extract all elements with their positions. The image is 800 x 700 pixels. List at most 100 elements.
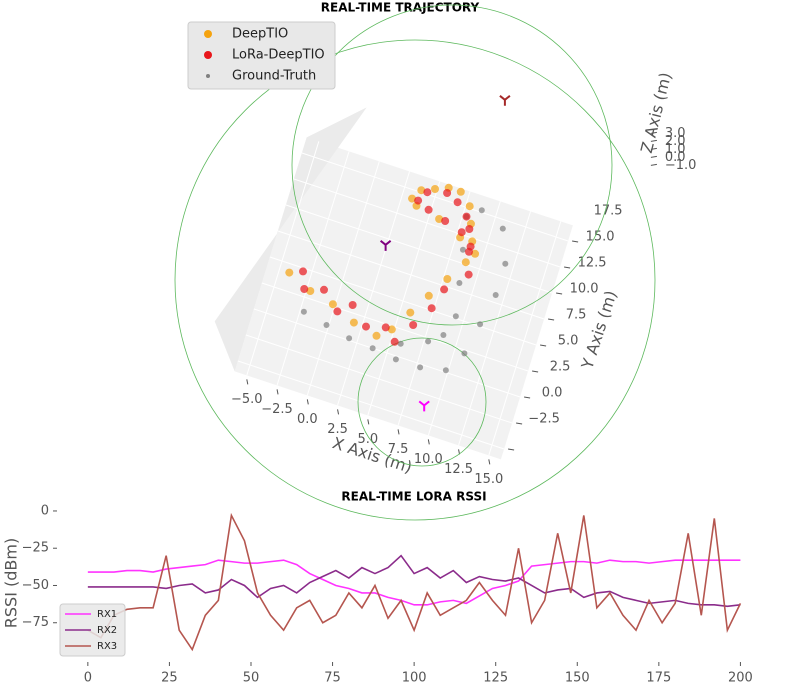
y-tick-label: 0: [41, 503, 49, 518]
trajectory-point: [427, 304, 436, 313]
legend-box: [59, 603, 126, 657]
trajectory-point: [443, 189, 452, 197]
x-tick: [276, 389, 279, 395]
pane-wall: [214, 107, 367, 372]
trajectory-point: [452, 313, 459, 320]
x-tick-label: 2.5: [327, 422, 348, 437]
grid-line: [261, 282, 529, 372]
y-tick-label: −25: [22, 541, 49, 556]
trajectory-point: [408, 194, 417, 203]
x-tick-label: 175: [646, 671, 671, 686]
trajectory-point: [397, 340, 404, 347]
x-tick-label: 100: [402, 671, 427, 686]
x-tick: [246, 379, 249, 385]
receiver-marker: [418, 400, 430, 412]
z-tick-label: −1.0: [665, 158, 697, 173]
trajectory-point: [424, 205, 433, 214]
trajectory-point: [502, 260, 509, 267]
trajectory-point: [457, 228, 466, 237]
trajectory-point: [372, 331, 381, 340]
trajectory-point: [478, 207, 485, 214]
trajectory-point: [390, 337, 399, 346]
z-tick: [650, 155, 657, 158]
trajectory-point: [348, 301, 357, 309]
z-tick-label: 3.0: [665, 126, 686, 141]
x-tick-label: −2.5: [261, 402, 293, 417]
trajectory-point: [492, 292, 499, 298]
trajectory-point: [499, 225, 506, 232]
grid-line: [276, 151, 350, 386]
grid-line: [285, 204, 553, 294]
grid-line: [488, 221, 562, 456]
trajectory-point: [462, 212, 471, 221]
trajectory-point: [459, 246, 466, 253]
trajectory-point: [300, 308, 307, 315]
trajectory-point: [464, 270, 473, 279]
y-tick: [524, 396, 531, 399]
trajectory-point: [320, 285, 328, 294]
grid-line: [253, 308, 521, 398]
grid-line: [427, 201, 501, 436]
trajectory-point: [387, 325, 396, 334]
grid-line: [293, 178, 561, 268]
y-tick-label: 12.5: [578, 256, 607, 271]
x-tick-label: 150: [565, 671, 590, 686]
x-tick-label: 0.0: [297, 412, 318, 427]
legend-label: Ground-Truth: [232, 69, 316, 84]
trajectory-point: [346, 335, 353, 342]
y-tick-label: 17.5: [594, 204, 623, 219]
y-axis-label: RSSI (dBm): [2, 538, 21, 628]
legend-label: RX1: [97, 609, 117, 620]
y-tick-label: 7.5: [566, 308, 587, 323]
y-tick: [540, 344, 547, 347]
trajectory-point: [414, 196, 423, 205]
x-tick-label: 10.0: [414, 452, 443, 467]
trajectory-point: [381, 323, 390, 332]
z-tick: [650, 163, 657, 166]
y-tick: [532, 370, 539, 373]
legend-marker: [204, 51, 212, 59]
y-tick-label: 5.0: [558, 334, 579, 349]
x-tick-label: 15.0: [474, 472, 503, 487]
x-tick: [306, 399, 309, 405]
trajectory-point: [417, 364, 424, 371]
chart-title: REAL-TIME TRAJECTORY: [321, 1, 480, 15]
trajectory-point: [461, 258, 470, 267]
trajectory-point: [465, 202, 474, 211]
legend-box: [187, 21, 336, 90]
trajectory-point: [349, 318, 358, 327]
y-tick-label: −50: [22, 578, 49, 593]
trajectory-point: [285, 268, 294, 277]
x-tick-label: 50: [243, 671, 260, 686]
y-tick-label: 0.0: [542, 386, 563, 401]
trajectory-point: [465, 225, 474, 233]
y-tick-label: 15.0: [586, 230, 615, 245]
trajectory-point: [471, 249, 480, 258]
receiver-marker: [379, 240, 392, 251]
trajectory-point: [417, 186, 426, 195]
rssi-line: [87, 559, 741, 606]
y-tick-label: 10.0: [570, 282, 599, 297]
trajectory-point: [323, 322, 330, 328]
x-tick-label: 12.5: [444, 462, 473, 477]
y-tick-label: 2.5: [550, 360, 571, 375]
rssi-chart: 0 −25 −50 −75 0 25 50 75 100 125 150 175 200 RSSI (dB…: [2, 503, 753, 685]
trajectory-point: [299, 267, 307, 276]
grid-line: [237, 360, 505, 450]
trajectory-point: [466, 242, 475, 251]
trajectory-point: [442, 367, 449, 374]
trajectory-point: [453, 198, 462, 207]
trajectory-point: [443, 275, 452, 283]
trajectory-point: [300, 285, 309, 293]
grid-line: [277, 230, 545, 320]
x-tick: [488, 459, 491, 465]
trajectory-chart: −5.0−2.50.02.55.07.510.012.515.0−2.50.02…: [174, 4, 697, 521]
receiver-marker: [499, 95, 511, 106]
trajectory-point: [392, 356, 399, 363]
trajectory-point: [425, 338, 432, 345]
legend-marker: [204, 30, 212, 38]
x-tick: [397, 429, 400, 435]
legend-label: RX3: [97, 641, 117, 652]
trajectory-point: [406, 308, 415, 317]
